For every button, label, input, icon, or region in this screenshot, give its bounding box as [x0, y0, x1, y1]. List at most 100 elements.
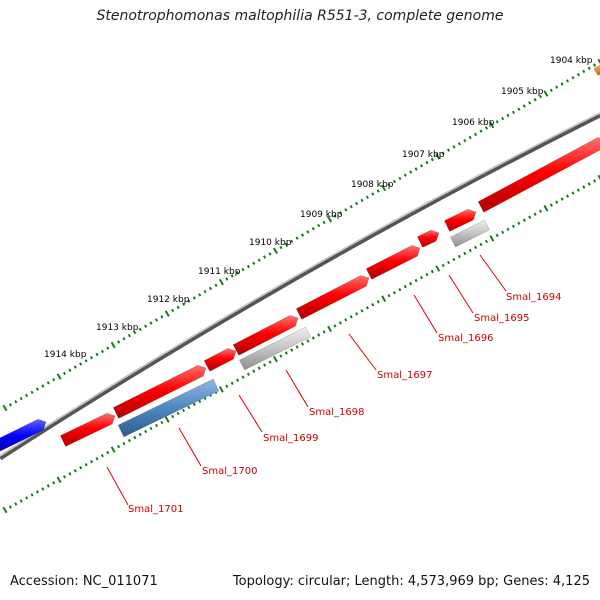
- tick-label: 1904 kbp: [550, 56, 593, 66]
- tick-label: 1907 kbp: [402, 150, 445, 160]
- gene-label-leader: [285, 369, 309, 408]
- ruler-minor-tick: [560, 82, 564, 86]
- ruler-major-tick: [327, 325, 332, 333]
- ruler-minor-tick: [41, 487, 45, 491]
- ruler-minor-tick: [268, 360, 272, 364]
- ruler-minor-tick: [549, 203, 553, 207]
- gene-label-leader: [348, 333, 377, 371]
- ruler-major-tick: [110, 341, 116, 349]
- ruler-minor-tick: [511, 110, 516, 115]
- ruler-minor-tick: [387, 294, 391, 298]
- ruler-minor-tick: [198, 399, 202, 404]
- ruler-minor-tick: [187, 405, 191, 410]
- gene-label[interactable]: Smal_1699: [263, 433, 318, 444]
- ruler-minor-tick: [511, 224, 515, 228]
- reverse-gray-feature-small: [450, 219, 490, 248]
- ruler-minor-tick: [144, 324, 148, 328]
- gene-label[interactable]: Smal_1696: [438, 333, 493, 344]
- gene-smal-1696-arrow: [365, 245, 421, 280]
- ruler-minor-tick: [73, 365, 77, 369]
- ruler-minor-tick: [441, 151, 445, 155]
- ruler-minor-tick: [52, 481, 56, 485]
- ruler-minor-tick: [446, 148, 451, 152]
- ruler-minor-tick: [62, 475, 67, 479]
- ruler-minor-tick: [355, 312, 359, 316]
- ruler-minor-tick: [522, 104, 526, 108]
- ruler-minor-tick: [100, 454, 104, 458]
- ruler-minor-tick: [419, 275, 424, 280]
- ruler-major-tick: [164, 310, 170, 317]
- ruler-minor-tick: [582, 69, 586, 74]
- ruler-minor-tick: [311, 336, 315, 340]
- ruler-major-tick: [218, 386, 224, 393]
- ruler-minor-tick: [387, 182, 391, 187]
- ruler-minor-tick: [300, 233, 305, 237]
- ruler-minor-tick: [79, 362, 83, 366]
- ruler-minor-tick: [138, 432, 142, 437]
- ruler-minor-tick: [587, 182, 591, 186]
- ruler-minor-tick: [62, 371, 67, 376]
- ruler-minor-tick: [403, 173, 407, 177]
- ruler-minor-tick: [533, 212, 537, 216]
- ruler-minor-tick: [73, 469, 77, 473]
- ruler-minor-tick: [181, 302, 186, 306]
- reverse-gray-feature: [239, 326, 311, 371]
- ruler-major-tick: [273, 355, 278, 363]
- ruler-major-tick: [543, 204, 549, 212]
- ruler-minor-tick: [154, 423, 158, 428]
- ruler-major-tick: [110, 446, 116, 453]
- gene-smal-1695-arrow: [416, 229, 440, 248]
- gene-label-leader: [238, 394, 263, 433]
- reverse-blue-feature: [117, 378, 220, 438]
- ruler-minor-tick: [371, 192, 375, 196]
- ruler-minor-tick: [349, 204, 353, 209]
- ruler-minor-tick: [349, 315, 353, 319]
- ruler-minor-tick: [560, 197, 564, 201]
- ruler-minor-tick: [501, 116, 505, 121]
- inner-ruler: [2, 174, 600, 514]
- ruler-minor-tick: [252, 261, 256, 266]
- ruler-minor-tick: [122, 441, 126, 446]
- ruler-minor-tick: [452, 145, 456, 149]
- ruler-minor-tick: [263, 363, 267, 367]
- ruler-minor-tick: [144, 429, 148, 434]
- ruler-minor-tick: [506, 227, 510, 231]
- gene-label[interactable]: Smal_1701: [128, 504, 183, 515]
- ruler-minor-tick: [106, 346, 110, 350]
- ruler-minor-tick: [528, 215, 532, 219]
- ruler-minor-tick: [538, 94, 543, 99]
- gene-label[interactable]: Smal_1695: [474, 313, 529, 324]
- ruler-minor-tick: [360, 309, 364, 313]
- ruler-minor-tick: [268, 252, 272, 256]
- ruler-minor-tick: [14, 502, 18, 506]
- tick-label: 1908 kbp: [351, 180, 394, 190]
- ruler-minor-tick: [501, 230, 505, 234]
- tick-label: 1911 kbp: [198, 267, 241, 277]
- ruler-minor-tick: [376, 189, 380, 193]
- map-title: Stenotrophomonas maltophilia R551-3, com…: [96, 8, 504, 24]
- ruler-minor-tick: [68, 368, 72, 372]
- ruler-major-tick: [435, 265, 441, 272]
- gene-label[interactable]: Smal_1700: [202, 466, 257, 477]
- ruler-minor-tick: [355, 201, 359, 206]
- ruler-minor-tick: [555, 200, 559, 204]
- ruler-minor-tick: [344, 208, 348, 212]
- gene-label[interactable]: Smal_1698: [309, 407, 364, 418]
- ruler-minor-tick: [468, 248, 472, 253]
- gene-smal-1700-arrow: [112, 364, 207, 419]
- ruler-minor-tick: [106, 450, 110, 455]
- blue-feature: [0, 418, 47, 452]
- ruler-minor-tick: [149, 426, 153, 431]
- ruler-minor-tick: [522, 218, 526, 222]
- ruler-minor-tick: [517, 107, 521, 111]
- ruler-minor-tick: [409, 281, 413, 286]
- ruler-major-tick: [56, 476, 62, 484]
- gene-label[interactable]: Smal_1694: [506, 292, 561, 303]
- ruler-minor-tick: [117, 340, 121, 344]
- gene-label[interactable]: Smal_1697: [377, 370, 432, 381]
- ruler-minor-tick: [495, 233, 499, 238]
- ruler-major-tick: [489, 235, 495, 242]
- ruler-minor-tick: [176, 305, 180, 310]
- ruler-minor-tick: [425, 272, 429, 277]
